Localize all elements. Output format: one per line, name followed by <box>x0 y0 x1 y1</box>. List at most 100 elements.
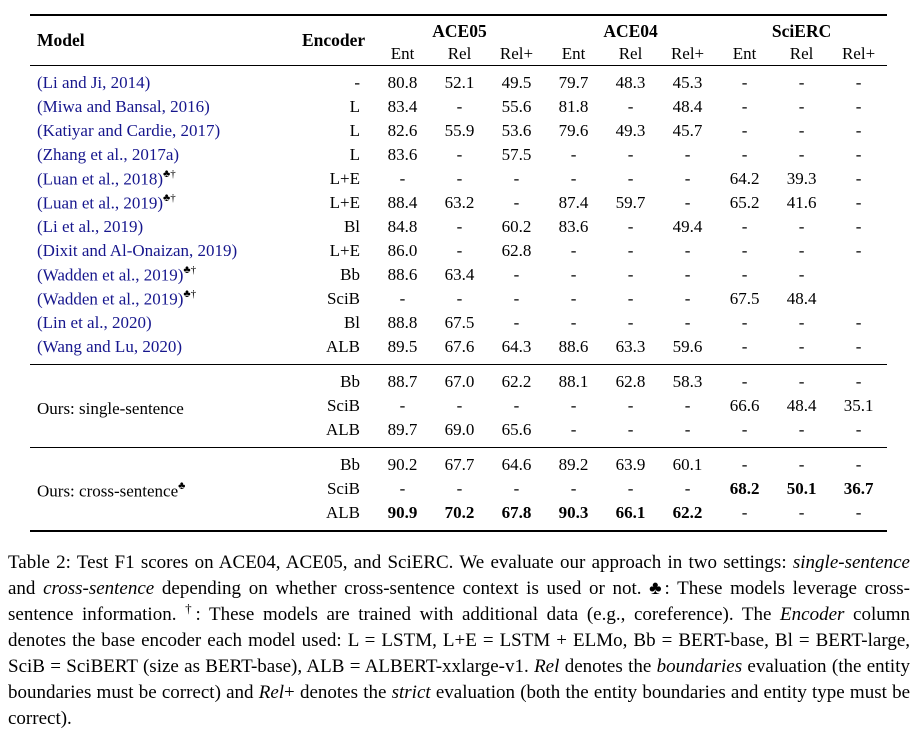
score-cell: 81.8 <box>558 97 589 116</box>
table-row: (Miwa and Bansal, 2016) L 83.4 - 55.6 81.8 - 48… <box>30 95 887 119</box>
score-cell <box>830 263 887 287</box>
sub-header-ace05-ent: Ent <box>390 44 415 63</box>
score-cell: 35.1 <box>843 396 874 415</box>
citation-link[interactable]: (Wadden et al., 2019) <box>37 265 184 285</box>
results-table: Model Encoder ACE05 ACE04 SciERC Ent Rel… <box>30 14 888 532</box>
encoder-cell: SciB <box>326 396 360 415</box>
score-cell: - <box>627 313 634 332</box>
score-cell: - <box>456 169 463 188</box>
score-cell: 49.5 <box>501 73 532 92</box>
citation-link[interactable]: (Dixit and Al-Onaizan, 2019) <box>37 241 238 260</box>
score-cell: - <box>741 265 748 284</box>
score-cell: - <box>456 217 463 236</box>
group-header-ace05: ACE05 <box>432 21 487 41</box>
sub-header-scierc-relp: Rel+ <box>841 44 876 63</box>
encoder-cell: Bb <box>340 455 360 474</box>
sub-header-scierc-rel: Rel <box>789 44 814 63</box>
caption-segment: column denotes the base encoder each mod… <box>8 604 911 677</box>
score-cell: - <box>741 455 748 474</box>
score-cell: 79.6 <box>558 121 589 140</box>
table-row: (Lin et al., 2020) Bl 88.8 67.5 - - - - - - - <box>30 311 887 335</box>
score-cell: - <box>798 241 805 260</box>
score-cell: - <box>798 265 805 284</box>
score-cell: 83.4 <box>387 97 418 116</box>
table-row: SciB - - - - - - 66.6 48.4 35.1 <box>30 394 887 418</box>
score-cell <box>830 287 887 311</box>
caption-segment: boundaries <box>656 656 743 677</box>
citation-link[interactable]: (Wang and Lu, 2020) <box>37 337 182 356</box>
score-cell: 87.4 <box>558 193 589 212</box>
caption-segment: Rel <box>534 656 560 677</box>
model-cell: (Dixit and Al-Onaizan, 2019) <box>30 239 302 263</box>
citation-link[interactable]: (Li et al., 2019) <box>37 217 144 236</box>
citation-link[interactable]: (Wadden et al., 2019) <box>37 289 184 309</box>
encoder-cell: L <box>349 121 360 140</box>
score-cell: - <box>513 193 520 212</box>
score-cell: - <box>855 73 862 92</box>
citation-link[interactable]: (Katiyar and Cardie, 2017) <box>37 121 221 140</box>
encoder-cell: SciB <box>326 289 360 308</box>
citation-link[interactable]: (Miwa and Bansal, 2016) <box>37 97 210 116</box>
score-cell: - <box>741 121 748 140</box>
score-cell: 36.7 <box>843 479 874 498</box>
score-cell: - <box>399 479 406 498</box>
citation-link[interactable]: (Zhang et al., 2017a) <box>37 145 180 164</box>
score-cell: 45.7 <box>672 121 703 140</box>
encoder-cell: Bl <box>343 217 360 236</box>
encoder-cell: ALB <box>326 420 360 439</box>
club-marker-icon: ♣ <box>178 480 186 493</box>
score-cell: 62.8 <box>615 372 646 391</box>
model-cell: (Wadden et al., 2019)♣† <box>30 287 302 311</box>
caption-segment: and <box>8 578 44 599</box>
score-cell: - <box>627 241 634 260</box>
score-cell: 48.4 <box>786 289 817 308</box>
score-cell: 48.4 <box>786 396 817 415</box>
score-cell: 45.3 <box>672 73 703 92</box>
table-row: (Luan et al., 2018)♣† L+E - - - - - - 64.2 39.3 - <box>30 167 887 191</box>
col-header-model: Model <box>37 30 85 50</box>
score-cell: - <box>855 313 862 332</box>
score-cell: - <box>798 121 805 140</box>
citation-link[interactable]: (Li and Ji, 2014) <box>37 73 151 92</box>
score-cell: 57.5 <box>501 145 532 164</box>
score-cell: - <box>855 420 862 439</box>
sub-header-ace05-rel: Rel <box>447 44 472 63</box>
score-cell: 88.7 <box>387 372 418 391</box>
score-cell: 63.4 <box>444 265 475 284</box>
score-cell: - <box>627 217 634 236</box>
caption-segment: single-sentence <box>792 552 910 573</box>
table-row: (Katiyar and Cardie, 2017) L 82.6 55.9 53.6 7… <box>30 119 887 143</box>
section-label: Ours: cross-sentence♣ <box>37 480 186 501</box>
caption-segment: Encoder <box>780 604 845 625</box>
caption-segment: + denotes the <box>284 682 392 703</box>
citation-link[interactable]: (Luan et al., 2019) <box>37 193 164 213</box>
score-cell: - <box>513 479 520 498</box>
citation-link[interactable]: (Luan et al., 2018) <box>37 169 164 189</box>
score-cell: - <box>570 241 577 260</box>
model-cell: (Wang and Lu, 2020) <box>30 335 302 365</box>
sub-header-ace04-relp: Rel+ <box>670 44 705 63</box>
caption-segment: depending on whether cross-sentence cont… <box>8 578 910 625</box>
score-cell: - <box>741 420 748 439</box>
score-cell: - <box>570 479 577 498</box>
score-cell: - <box>798 217 805 236</box>
table-row: (Li et al., 2019) Bl 84.8 - 60.2 83.6 - 49.4 - - - <box>30 215 887 239</box>
score-cell: 52.1 <box>444 73 475 92</box>
score-cell: 80.8 <box>387 73 418 92</box>
sub-header-ace04-rel: Rel <box>618 44 643 63</box>
score-cell: - <box>741 313 748 332</box>
score-cell: 67.7 <box>444 455 475 474</box>
sub-header-row: Ent Rel Rel+ Ent Rel Rel+ Ent Rel Rel+ <box>30 43 887 66</box>
table-section: Ours: cross-sentence♣ Bb 90.2 67.7 64.6 89.2 6… <box>30 447 888 532</box>
score-cell: - <box>798 372 805 391</box>
score-cell: 49.3 <box>615 121 646 140</box>
score-cell: - <box>855 217 862 236</box>
score-cell: - <box>855 455 862 474</box>
col-header-encoder: Encoder <box>302 30 366 50</box>
encoder-cell: ALB <box>326 503 360 522</box>
encoder-cell: - <box>354 73 360 92</box>
sub-header-ace05-relp: Rel+ <box>499 44 534 63</box>
score-cell: 88.4 <box>387 193 418 212</box>
score-cell: - <box>741 217 748 236</box>
citation-link[interactable]: (Lin et al., 2020) <box>37 313 152 332</box>
